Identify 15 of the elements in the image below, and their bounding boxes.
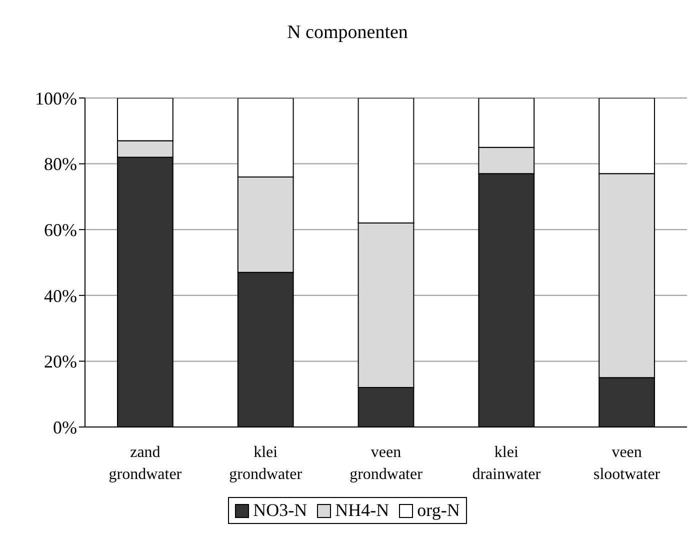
legend-label: NO3-N xyxy=(253,500,308,521)
x-tick-label: zand grondwater xyxy=(108,444,182,483)
legend-label: org-N xyxy=(417,500,460,521)
y-tick-label: 20% xyxy=(44,352,77,372)
x-tick-label: klei grondwater xyxy=(229,444,303,483)
x-tick-label: veen slootwater xyxy=(593,444,661,483)
y-tick-label: 100% xyxy=(35,88,77,108)
legend-label: NH4-N xyxy=(335,500,390,521)
chart-title: N componenten xyxy=(286,21,409,45)
y-tick-label: 80% xyxy=(44,154,77,174)
y-tick-label: 60% xyxy=(44,220,77,240)
y-tick-label: 40% xyxy=(44,286,77,306)
y-tick-label: 0% xyxy=(53,417,77,438)
x-tick-label: veen grondwater xyxy=(350,444,424,483)
x-tick-label: klei drainwater xyxy=(472,444,542,483)
